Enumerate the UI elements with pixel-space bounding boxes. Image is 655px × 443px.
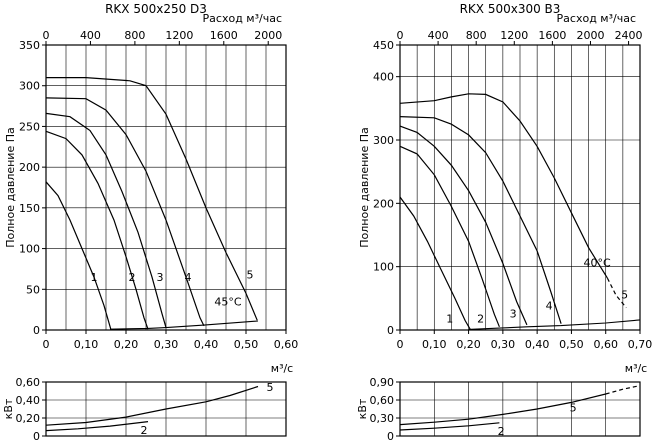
y-tick-label: 200 — [19, 161, 40, 174]
system-curve — [109, 320, 259, 330]
top-tick-label: 1600 — [538, 29, 566, 42]
x-axis-label: м³/с — [271, 362, 293, 375]
series-label-2: 2 — [141, 424, 148, 437]
y-tick-label: 0,30 — [370, 412, 395, 425]
top-tick-label: 400 — [80, 29, 101, 42]
series-curve-4 — [45, 97, 205, 327]
top-tick-label: 1200 — [165, 29, 193, 42]
top-tick-label: 2400 — [615, 29, 643, 42]
series-label-1: 1 — [446, 312, 453, 325]
series-curve-5 — [399, 393, 606, 426]
x-tick-label: 0,60 — [274, 338, 299, 351]
series-curve-2 — [399, 422, 500, 431]
series-label-2: 2 — [129, 271, 136, 284]
y-tick-label: 300 — [19, 80, 40, 93]
y-axis-label: Полное давление Па — [4, 127, 17, 247]
y-tick-label: 0,20 — [16, 412, 41, 425]
series-label-1: 1 — [91, 271, 98, 284]
y-tick-label: 150 — [19, 202, 40, 215]
y-axis-label: кВт — [2, 398, 15, 419]
x-tick-label: 0,10 — [422, 338, 447, 351]
temperature-annotation: 40°C — [584, 257, 611, 270]
system-curve — [468, 319, 641, 330]
y-tick-label: 200 — [373, 197, 394, 210]
top-tick-label: 0 — [397, 29, 404, 42]
top-tick-label: 1200 — [500, 29, 528, 42]
x-tick-label: 0,10 — [74, 338, 99, 351]
x-tick-label: 0,20 — [114, 338, 139, 351]
x-tick-label: 0,60 — [593, 338, 618, 351]
series-curve-extension-5 — [606, 277, 627, 309]
series-curve-5 — [399, 93, 608, 279]
top-axis-label: Расход м³/час — [203, 12, 282, 25]
y-tick-label: 350 — [19, 39, 40, 52]
series-label-3: 3 — [157, 271, 164, 284]
y-tick-label: 250 — [19, 120, 40, 133]
y-tick-label: 400 — [373, 71, 394, 84]
y-axis-label: кВт — [356, 398, 369, 419]
x-tick-label: 0,30 — [491, 338, 516, 351]
series-label-5: 5 — [247, 269, 254, 282]
x-tick-label: 0,50 — [559, 338, 584, 351]
series-label-5: 5 — [267, 381, 274, 394]
series-curve-extension-5 — [605, 385, 641, 395]
series-curve-2 — [399, 145, 500, 328]
y-tick-label: 0,40 — [16, 394, 41, 407]
top-tick-label: 400 — [428, 29, 449, 42]
temperature-annotation: 45°C — [214, 296, 241, 309]
y-tick-label: 0 — [33, 430, 40, 443]
x-tick-label: 0 — [397, 338, 404, 351]
plot-frame — [399, 44, 641, 331]
series-label-4: 4 — [185, 271, 192, 284]
x-tick-label: 0,40 — [194, 338, 219, 351]
y-tick-label: 0,90 — [370, 376, 395, 389]
x-axis-label: м³/с — [625, 362, 647, 375]
top-tick-label: 2000 — [254, 29, 282, 42]
y-tick-label: 0 — [387, 324, 394, 337]
series-curve-3 — [45, 112, 167, 328]
x-tick-label: 0,40 — [525, 338, 550, 351]
y-axis-label: Полное давление Па — [358, 127, 371, 247]
series-label-5: 5 — [570, 401, 577, 414]
y-tick-label: 50 — [26, 283, 40, 296]
y-tick-label: 0,60 — [16, 376, 41, 389]
y-tick-label: 0,60 — [370, 394, 395, 407]
series-curve-1 — [45, 181, 112, 330]
x-tick-label: 0,20 — [456, 338, 481, 351]
series-curve-3 — [399, 125, 528, 326]
top-tick-label: 800 — [124, 29, 145, 42]
y-tick-label: 0 — [33, 324, 40, 337]
series-label-3: 3 — [510, 307, 517, 320]
y-tick-label: 300 — [373, 134, 394, 147]
series-label-5: 5 — [621, 288, 628, 301]
x-tick-label: 0,30 — [154, 338, 179, 351]
plot-frame — [45, 381, 287, 437]
y-tick-label: 450 — [373, 39, 394, 52]
x-tick-label: 0 — [43, 338, 50, 351]
series-curve-5 — [45, 385, 259, 426]
y-tick-label: 0 — [387, 430, 394, 443]
top-tick-label: 2000 — [576, 29, 604, 42]
series-curve-1 — [399, 196, 471, 330]
series-label-2: 2 — [477, 312, 484, 325]
y-tick-label: 100 — [373, 261, 394, 274]
series-curve-2 — [45, 421, 149, 432]
x-tick-label: 0,70 — [628, 338, 653, 351]
top-tick-label: 1600 — [210, 29, 238, 42]
top-tick-label: 800 — [466, 29, 487, 42]
x-tick-label: 0,50 — [234, 338, 259, 351]
y-tick-label: 100 — [19, 243, 40, 256]
plot-frame — [399, 381, 641, 437]
top-tick-label: 0 — [43, 29, 50, 42]
series-curve-4 — [399, 116, 562, 324]
series-curve-5 — [46, 77, 258, 321]
top-axis-label: Расход м³/час — [557, 12, 636, 25]
series-label-2: 2 — [498, 425, 505, 438]
series-label-4: 4 — [546, 300, 553, 313]
chart-title: RKX 500x250 D3 — [105, 2, 207, 16]
chart-title: RKX 500x300 B3 — [460, 2, 561, 16]
series-curve-2 — [45, 130, 149, 330]
